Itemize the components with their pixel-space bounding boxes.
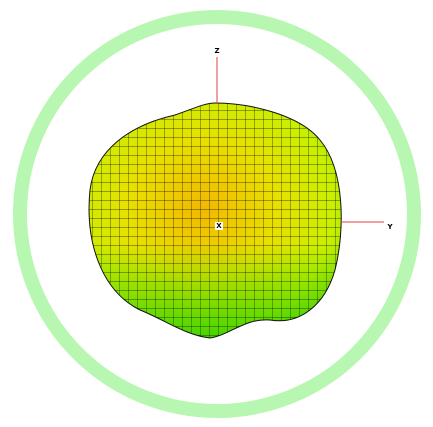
pattern-mesh	[88, 102, 342, 339]
frame-ring	[13, 10, 421, 418]
z-axis-label: Z	[214, 47, 219, 55]
y-axis-label: Y	[386, 223, 393, 231]
x-axis-marker	[215, 222, 223, 230]
radiation-pattern	[88, 102, 342, 339]
x-axis-label: X	[216, 222, 222, 230]
